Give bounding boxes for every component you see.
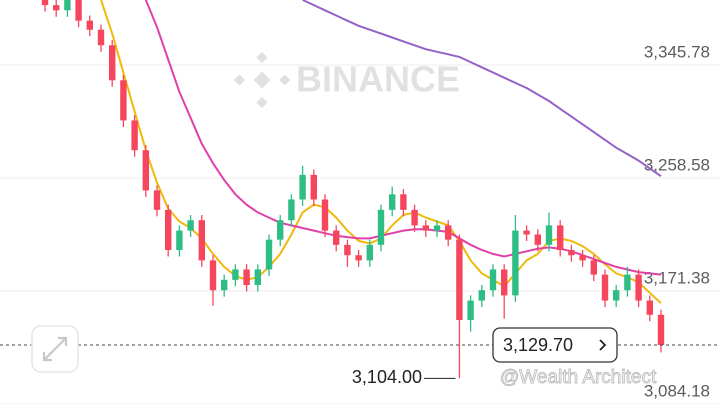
candle-body [523, 230, 530, 235]
ma-lines [100, 0, 662, 304]
price-tag-text: 3,129.70 [503, 335, 573, 355]
expand-icon [42, 336, 68, 362]
candle-body [209, 260, 217, 291]
candle-body [232, 269, 239, 280]
watermark-logo [233, 51, 291, 109]
candle-body [153, 190, 161, 210]
credit-text: @Wealth Architect [500, 367, 657, 388]
candle-body [613, 290, 620, 301]
ma-line [302, 0, 662, 178]
candle-body [41, 0, 49, 6]
overlay: 3,129.70 3,104.00 @Wealth Architect [0, 327, 720, 388]
candle-body [657, 314, 665, 346]
candle-body [646, 300, 653, 315]
candle-body [467, 300, 474, 321]
current-price-tag[interactable]: 3,129.70 [492, 327, 618, 363]
candle-body [489, 269, 497, 291]
candle-body [243, 269, 250, 286]
price-tag-chevron [599, 339, 607, 351]
candle-body [277, 220, 284, 240]
candle-body [635, 274, 642, 301]
low-marker-label: 3,104.00 [352, 367, 422, 387]
candle-body [321, 199, 329, 231]
expand-button[interactable] [31, 325, 79, 373]
candle-body [512, 230, 519, 296]
candle-body [377, 209, 385, 245]
candle-body [411, 209, 418, 226]
candle-body [86, 20, 93, 30]
candle-body [288, 199, 295, 221]
candle-body [333, 230, 340, 245]
y-tick-label: 3,345.78 [644, 42, 710, 61]
candle-body [590, 260, 597, 275]
ma-line [100, 0, 662, 304]
candle-body [265, 239, 273, 270]
y-tick-label: 3,258.58 [644, 155, 710, 174]
candle-body [478, 290, 485, 301]
candle-body [366, 244, 373, 261]
candle-body [64, 0, 71, 11]
candle-body [445, 225, 452, 240]
candle-body [310, 174, 317, 200]
candle-body [109, 45, 116, 81]
candle-body [97, 29, 105, 46]
price-tag-box[interactable] [492, 327, 618, 363]
candle-body [120, 80, 127, 121]
candle-body [422, 225, 429, 231]
candle-body [355, 255, 362, 261]
candle-body [400, 194, 407, 210]
candle-body [534, 234, 541, 245]
candle-body [456, 239, 463, 321]
candle-body [433, 225, 441, 231]
candle-body [187, 220, 194, 231]
candle-body [389, 194, 396, 210]
candle-body [165, 209, 172, 251]
candles [41, 0, 665, 379]
y-tick-label: 3,171.38 [644, 268, 710, 287]
candle-body [545, 225, 553, 245]
candle-body [601, 274, 609, 301]
candle-body [53, 5, 60, 11]
ma-line [144, 0, 662, 276]
candle-body [579, 255, 586, 261]
candle-body [75, 0, 82, 21]
candle-body [501, 269, 508, 296]
candle-body [254, 269, 261, 286]
candle-body [344, 244, 351, 256]
y-tick-label: 3,084.18 [644, 381, 710, 400]
candle-body [198, 220, 205, 261]
watermark: BINANCE [233, 51, 460, 109]
candle-body [221, 279, 228, 291]
candle-body [624, 274, 631, 291]
candle-body [176, 230, 183, 251]
candle-body [142, 150, 149, 191]
candle-body [299, 174, 306, 200]
candle-body [131, 120, 138, 151]
candle-body [557, 225, 564, 251]
candle-body [568, 250, 575, 256]
